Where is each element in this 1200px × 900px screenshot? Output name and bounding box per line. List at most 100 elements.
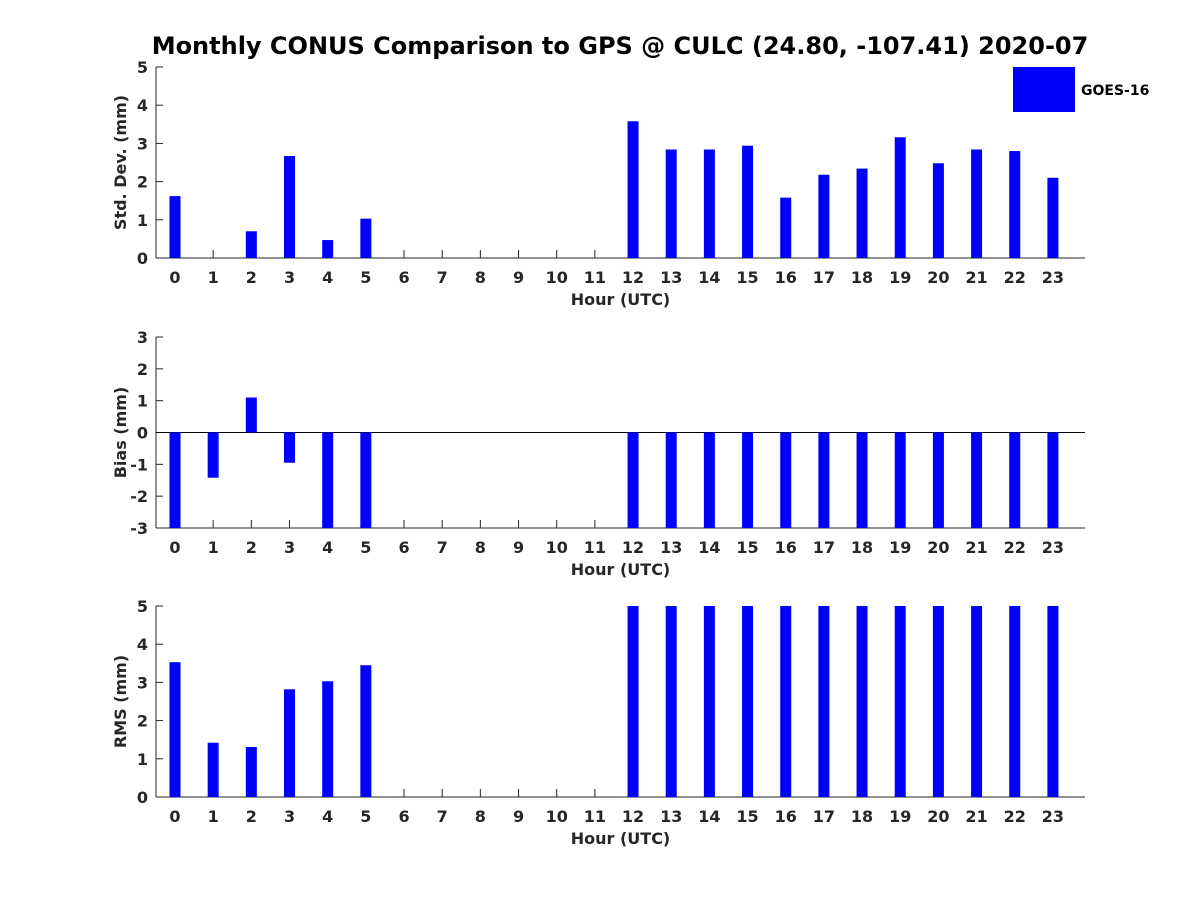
bias-y-tick-label: 1 — [137, 392, 148, 411]
bias-bar-hour-22 — [1009, 432, 1021, 528]
bias-x-tick-label: 19 — [889, 538, 911, 557]
std-dev-bar-hour-21 — [971, 149, 983, 258]
std-dev-bar-hour-15 — [742, 145, 754, 258]
std-dev-x-tick-label: 6 — [398, 268, 409, 287]
std-dev-x-tick-label: 18 — [851, 268, 873, 287]
bias-x-tick-label: 3 — [284, 538, 295, 557]
bias-bar-hour-4 — [322, 432, 334, 528]
rms-bar-hour-16 — [780, 606, 792, 797]
rms-x-tick-label: 10 — [546, 807, 568, 826]
rms-bar-hour-20 — [932, 606, 944, 797]
rms-x-tick-label: 23 — [1042, 807, 1064, 826]
rms-bar-hour-14 — [703, 606, 715, 797]
rms-x-tick-label: 4 — [322, 807, 333, 826]
bias-x-tick-label: 6 — [398, 538, 409, 557]
rms-x-tick-label: 15 — [736, 807, 758, 826]
bias-bar-hour-5 — [360, 432, 372, 528]
std-dev-y-tick-label: 1 — [137, 211, 148, 230]
legend-label: GOES-16 — [1081, 83, 1149, 99]
std-dev-x-tick-label: 20 — [927, 268, 949, 287]
bias-x-tick-label: 17 — [813, 538, 835, 557]
bias-bar-hour-2 — [245, 397, 257, 433]
rms-bar-hour-23 — [1047, 606, 1059, 797]
bias-bar-hour-3 — [284, 432, 296, 463]
rms-x-tick-label: 12 — [622, 807, 644, 826]
rms-bar-hour-19 — [894, 606, 906, 797]
rms-bar-hour-2 — [245, 746, 257, 797]
rms-y-tick-label: 0 — [137, 788, 148, 807]
bias-bar-hour-12 — [627, 432, 639, 528]
bias-x-tick-label: 2 — [246, 538, 257, 557]
bias-x-tick-label: 1 — [208, 538, 219, 557]
rms-x-tick-label: 0 — [169, 807, 180, 826]
bias-x-tick-label: 4 — [322, 538, 333, 557]
std-dev-x-tick-label: 8 — [475, 268, 486, 287]
bias-x-tick-label: 11 — [584, 538, 606, 557]
rms-bar-hour-22 — [1009, 606, 1021, 797]
bias-y-tick-label: -2 — [130, 487, 148, 506]
bias-x-tick-label: 16 — [775, 538, 797, 557]
std-dev-x-tick-label: 5 — [360, 268, 371, 287]
rms-x-tick-label: 20 — [927, 807, 949, 826]
std-dev-bar-hour-13 — [665, 149, 677, 258]
bias-bar-hour-18 — [856, 432, 868, 528]
std-dev-x-tick-label: 1 — [208, 268, 219, 287]
rms-x-axis-label: Hour (UTC) — [571, 829, 671, 848]
rms-y-tick-label: 2 — [137, 712, 148, 731]
bias-x-tick-label: 21 — [965, 538, 987, 557]
rms-x-tick-label: 5 — [360, 807, 371, 826]
bias-x-tick-label: 22 — [1004, 538, 1026, 557]
rms-bar-hour-5 — [360, 665, 372, 797]
std-dev-bar-hour-4 — [322, 240, 334, 258]
bias-bar-hour-13 — [665, 432, 677, 528]
bias-x-tick-label: 8 — [475, 538, 486, 557]
bias-y-tick-label: 0 — [137, 424, 148, 443]
std-dev-bar-hour-23 — [1047, 177, 1059, 258]
rms-bar-hour-13 — [665, 606, 677, 797]
legend-swatch — [1013, 67, 1075, 112]
rms-y-tick-label: 5 — [137, 597, 148, 616]
rms-x-tick-label: 18 — [851, 807, 873, 826]
std-dev-x-tick-label: 12 — [622, 268, 644, 287]
rms-x-tick-label: 6 — [398, 807, 409, 826]
std-dev-x-tick-label: 22 — [1004, 268, 1026, 287]
std-dev-bar-hour-20 — [932, 163, 944, 258]
bias-x-axis-label: Hour (UTC) — [571, 560, 671, 579]
std-dev-y-axis-label: Std. Dev. (mm) — [111, 95, 130, 230]
bias-y-tick-label: 2 — [137, 360, 148, 379]
legend: GOES-16 — [1013, 67, 1149, 112]
std-dev-x-tick-label: 15 — [736, 268, 758, 287]
std-dev-y-tick-label: 5 — [137, 58, 148, 77]
rms-x-tick-label: 19 — [889, 807, 911, 826]
std-dev-bar-hour-16 — [780, 197, 792, 258]
rms-y-axis-label: RMS (mm) — [111, 655, 130, 748]
std-dev-x-tick-label: 4 — [322, 268, 333, 287]
bias-x-tick-label: 12 — [622, 538, 644, 557]
std-dev-x-tick-label: 23 — [1042, 268, 1064, 287]
rms-y-tick-label: 4 — [137, 635, 148, 654]
rms-x-tick-label: 16 — [775, 807, 797, 826]
std-dev-y-tick-label: 4 — [137, 96, 148, 115]
bias-x-tick-label: 20 — [927, 538, 949, 557]
bias-bar-hour-19 — [894, 432, 906, 528]
bias-bar-hour-1 — [207, 432, 219, 478]
rms-bar-hour-15 — [742, 606, 754, 797]
rms-x-tick-label: 13 — [660, 807, 682, 826]
rms-x-tick-label: 9 — [513, 807, 524, 826]
rms-x-tick-label: 2 — [246, 807, 257, 826]
rms-bar-hour-17 — [818, 606, 830, 797]
rms-x-tick-label: 11 — [584, 807, 606, 826]
bias-x-tick-label: 14 — [698, 538, 720, 557]
bias-bar-hour-17 — [818, 432, 830, 528]
bias-x-tick-label: 9 — [513, 538, 524, 557]
std-dev-x-tick-label: 19 — [889, 268, 911, 287]
rms-x-tick-label: 21 — [965, 807, 987, 826]
rms-x-tick-label: 17 — [813, 807, 835, 826]
bias-x-tick-label: 7 — [437, 538, 448, 557]
bias-y-tick-label: 3 — [137, 328, 148, 347]
std-dev-y-tick-label: 2 — [137, 173, 148, 192]
